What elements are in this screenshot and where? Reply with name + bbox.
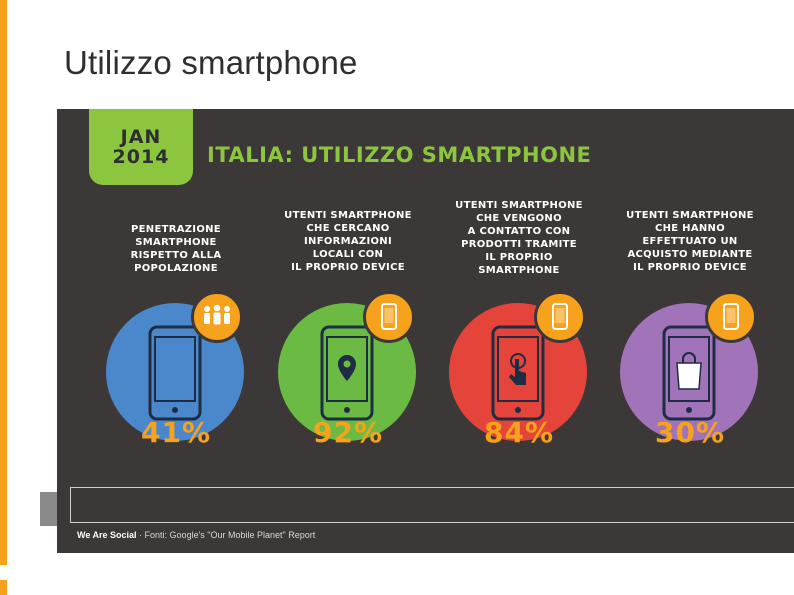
stat-label: PENETRAZIONE SMARTPHONE RISPETTO ALLA PO… — [130, 224, 222, 274]
left-accent-tick — [0, 580, 7, 595]
stat-local-search: UTENTI SMARTPHONE CHE CERCANO INFORMAZIO… — [263, 201, 433, 451]
stat-penetration: PENETRAZIONE SMARTPHONE RISPETTO ALLA PO… — [91, 201, 261, 451]
stat-value: 92% — [312, 416, 384, 449]
slide-title: Utilizzo smartphone — [64, 44, 358, 81]
map-pin-icon — [363, 291, 415, 343]
infographic-title: ITALIA: UTILIZZO SMARTPHONE — [207, 143, 592, 167]
stat-purchase: UTENTI SMARTPHONE CHE HANNO EFFETTUATO U… — [605, 201, 775, 451]
stat-label: UTENTI SMARTPHONE CHE HANNO EFFETTUATO U… — [626, 209, 754, 273]
smartphone-touch-icon — [491, 325, 545, 421]
smartphone-map-pin-icon — [320, 325, 374, 421]
stat-value: 84% — [483, 416, 555, 449]
date-year: 2014 — [112, 146, 170, 168]
shadow-strip — [40, 492, 60, 526]
footer-brand: We Are Social — [77, 530, 137, 540]
smartphone-shopping-icon — [662, 325, 716, 421]
shopping-bag-icon — [705, 291, 757, 343]
date-month: JAN — [120, 126, 162, 148]
source-footer: We Are Social · Fonti: Google's "Our Mob… — [77, 530, 315, 540]
left-accent-bar — [0, 0, 7, 565]
smartphone-icon — [148, 325, 202, 421]
caption-text-box[interactable] — [70, 487, 794, 523]
stat-value: 30% — [654, 416, 726, 449]
people-icon — [191, 291, 243, 343]
stat-products: UTENTI SMARTPHONE CHE VENGONO A CONTATTO… — [434, 200, 604, 451]
stat-value: 41% — [140, 416, 212, 449]
date-badge: JAN 2014 — [89, 109, 193, 185]
infographic-image: JAN 2014 ITALIA: UTILIZZO SMARTPHONE PEN… — [57, 109, 794, 553]
footer-source: · Fonti: Google's "Our Mobile Planet" Re… — [139, 530, 316, 540]
stat-label: UTENTI SMARTPHONE CHE CERCANO INFORMAZIO… — [284, 209, 412, 273]
touch-icon — [534, 291, 586, 343]
stat-label: UTENTI SMARTPHONE CHE VENGONO A CONTATTO… — [455, 200, 583, 276]
stat-circle — [620, 303, 758, 441]
